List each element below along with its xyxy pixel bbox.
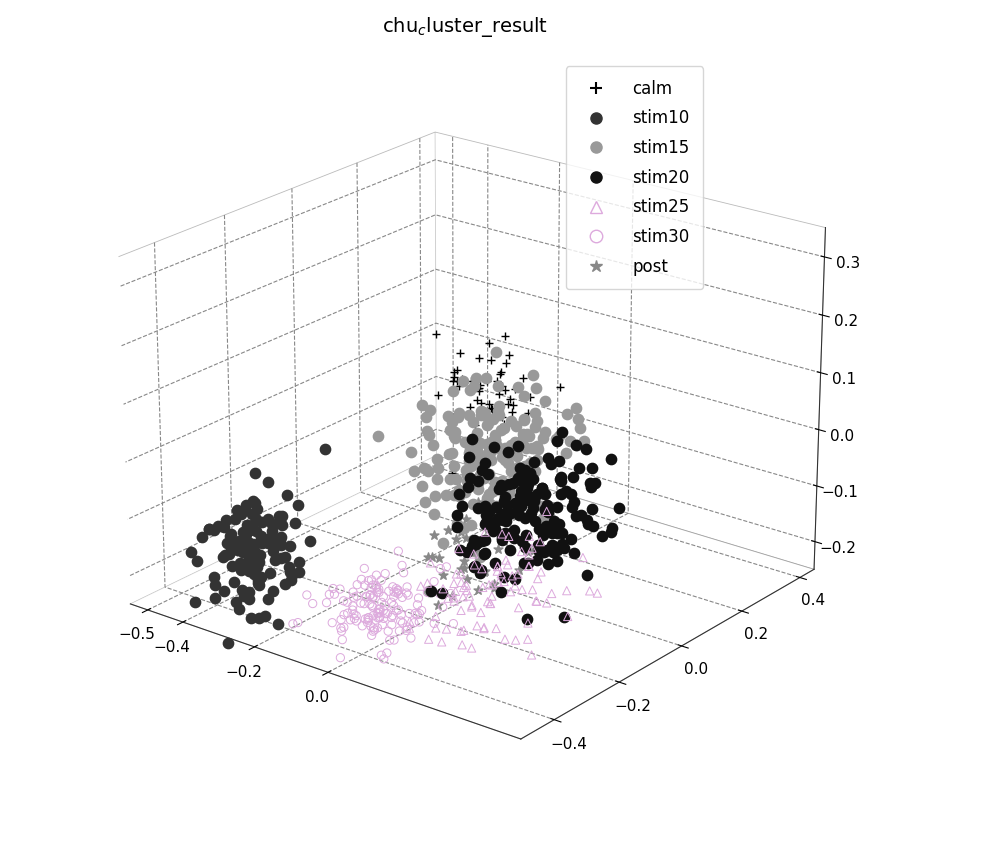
Legend: calm, stim10, stim15, stim20, stim25, stim30, post: calm, stim10, stim15, stim20, stim25, st… [566, 67, 703, 289]
Title: chu$_c$luster_result: chu$_c$luster_result [382, 15, 548, 38]
